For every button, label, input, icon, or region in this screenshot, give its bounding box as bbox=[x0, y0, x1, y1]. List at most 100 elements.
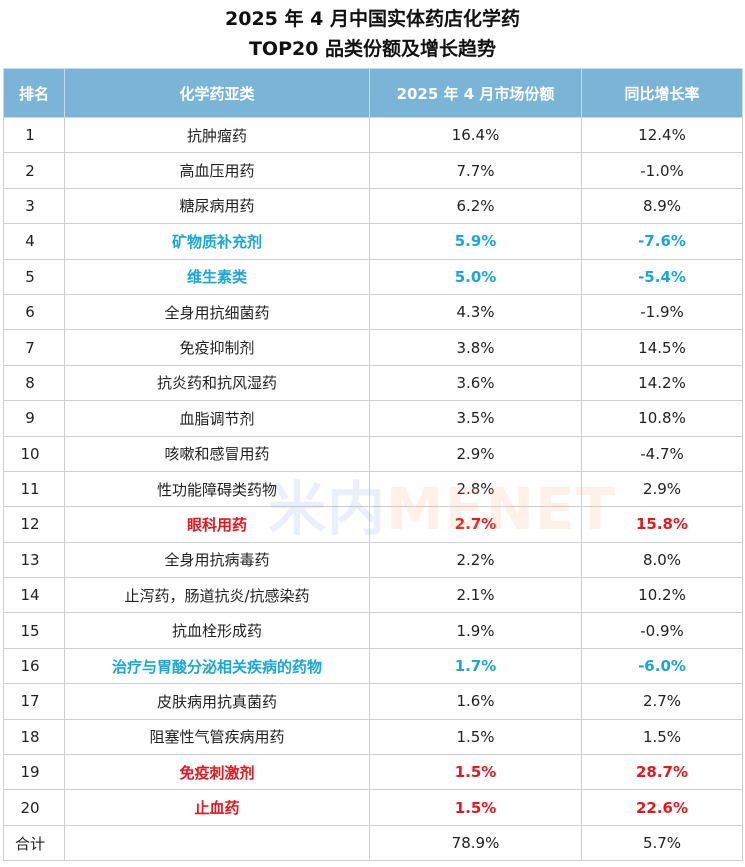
rank-cell: 19 bbox=[3, 754, 65, 791]
share-cell: 1.5% bbox=[369, 718, 582, 756]
table-body: 1 抗肿瘤药 16.4% 12.4% 2 高血压用药 7.7% -1.0% 3 糖尿病用药 6.2%… bbox=[3, 116, 743, 862]
growth-cell: -6.0% bbox=[581, 647, 743, 685]
rank-cell: 18 bbox=[3, 718, 65, 756]
growth-cell: 2.9% bbox=[581, 470, 743, 508]
ranking-table: 排名 化学药亚类 2025 年 4 月市场份额 同比增长率 1 抗肿瘤药 16.4%… bbox=[3, 68, 743, 862]
growth-cell: 12.4% bbox=[581, 116, 743, 154]
growth-cell: 14.2% bbox=[581, 364, 743, 402]
rank-cell: 1 bbox=[3, 116, 65, 154]
share-cell: 2.8% bbox=[369, 470, 582, 508]
category-cell: 止泻药，肠道抗炎/抗感染药 bbox=[64, 577, 370, 614]
rank-cell: 2 bbox=[3, 152, 65, 189]
growth-cell: 14.5% bbox=[581, 329, 743, 366]
category-cell: 维生素类 bbox=[64, 258, 370, 295]
category-cell: 矿物质补充剂 bbox=[64, 223, 370, 260]
growth-cell: 10.2% bbox=[581, 577, 743, 614]
share-cell: 1.5% bbox=[369, 789, 582, 826]
share-cell: 5.0% bbox=[369, 258, 582, 295]
share-cell: 4.3% bbox=[369, 293, 582, 331]
category-cell: 咳嗽和感冒用药 bbox=[64, 435, 370, 472]
table-row: 10 咳嗽和感冒用药 2.9% -4.7% bbox=[3, 435, 743, 472]
share-cell: 6.2% bbox=[369, 187, 582, 225]
table-row: 11 性功能障碍类药物 2.8% 2.9% bbox=[3, 470, 743, 508]
growth-cell: 1.5% bbox=[581, 718, 743, 756]
total-share-cell: 78.9% bbox=[369, 824, 582, 862]
table-row: 14 止泻药，肠道抗炎/抗感染药 2.1% 10.2% bbox=[3, 577, 743, 614]
share-cell: 16.4% bbox=[369, 116, 582, 154]
category-cell: 皮肤病用抗真菌药 bbox=[64, 683, 370, 720]
table-row: 7 免疫抑制剂 3.8% 14.5% bbox=[3, 329, 743, 366]
share-cell: 1.5% bbox=[369, 754, 582, 791]
table-row: 9 血脂调节剂 3.5% 10.8% bbox=[3, 400, 743, 437]
category-cell: 抗炎药和抗风湿药 bbox=[64, 364, 370, 402]
table-row: 12 眼科用药 2.7% 15.8% bbox=[3, 506, 743, 543]
rank-cell: 16 bbox=[3, 647, 65, 685]
table-header-row: 排名 化学药亚类 2025 年 4 月市场份额 同比增长率 bbox=[3, 68, 743, 118]
page-title: 2025 年 4 月中国实体药店化学药 bbox=[225, 8, 520, 30]
category-cell: 阻塞性气管疾病用药 bbox=[64, 718, 370, 756]
growth-cell: 10.8% bbox=[581, 400, 743, 437]
category-cell: 糖尿病用药 bbox=[64, 187, 370, 225]
rank-cell: 5 bbox=[3, 258, 65, 295]
total-row: 合计 78.9% 5.7% bbox=[3, 824, 743, 862]
header-category: 化学药亚类 bbox=[64, 68, 370, 118]
growth-cell: -4.7% bbox=[581, 435, 743, 472]
header-share: 2025 年 4 月市场份额 bbox=[369, 68, 582, 118]
table-row: 1 抗肿瘤药 16.4% 12.4% bbox=[3, 116, 743, 154]
page-subtitle: TOP20 品类份额及增长趋势 bbox=[248, 38, 497, 60]
growth-cell: -1.0% bbox=[581, 152, 743, 189]
growth-cell: 8.0% bbox=[581, 541, 743, 579]
share-cell: 2.9% bbox=[369, 435, 582, 472]
rank-cell: 11 bbox=[3, 470, 65, 508]
share-cell: 2.2% bbox=[369, 541, 582, 579]
category-cell: 性功能障碍类药物 bbox=[64, 470, 370, 508]
category-cell: 抗血栓形成药 bbox=[64, 612, 370, 649]
table-row: 18 阻塞性气管疾病用药 1.5% 1.5% bbox=[3, 718, 743, 756]
share-cell: 3.8% bbox=[369, 329, 582, 366]
table-row: 19 免疫刺激剂 1.5% 28.7% bbox=[3, 754, 743, 791]
table-row: 2 高血压用药 7.7% -1.0% bbox=[3, 152, 743, 189]
share-cell: 3.5% bbox=[369, 400, 582, 437]
table-row: 8 抗炎药和抗风湿药 3.6% 14.2% bbox=[3, 364, 743, 402]
rank-cell: 20 bbox=[3, 789, 65, 826]
share-cell: 2.1% bbox=[369, 577, 582, 614]
rank-cell: 13 bbox=[3, 541, 65, 579]
category-cell: 眼科用药 bbox=[64, 506, 370, 543]
title-block: 2025 年 4 月中国实体药店化学药 TOP20 品类份额及增长趋势 bbox=[0, 0, 745, 66]
share-cell: 2.7% bbox=[369, 506, 582, 543]
growth-cell: -5.4% bbox=[581, 258, 743, 295]
rank-cell: 9 bbox=[3, 400, 65, 437]
table-row: 3 糖尿病用药 6.2% 8.9% bbox=[3, 187, 743, 225]
growth-cell: 8.9% bbox=[581, 187, 743, 225]
growth-cell: -0.9% bbox=[581, 612, 743, 649]
category-cell: 抗肿瘤药 bbox=[64, 116, 370, 154]
category-cell: 免疫抑制剂 bbox=[64, 329, 370, 366]
growth-cell: 15.8% bbox=[581, 506, 743, 543]
total-label-cell: 合计 bbox=[3, 824, 65, 862]
growth-cell: 22.6% bbox=[581, 789, 743, 826]
share-cell: 1.7% bbox=[369, 647, 582, 685]
share-cell: 1.6% bbox=[369, 683, 582, 720]
header-rank: 排名 bbox=[3, 68, 65, 118]
growth-cell: -7.6% bbox=[581, 223, 743, 260]
growth-cell: 28.7% bbox=[581, 754, 743, 791]
rank-cell: 7 bbox=[3, 329, 65, 366]
table-row: 16 治疗与胃酸分泌相关疾病的药物 1.7% -6.0% bbox=[3, 647, 743, 685]
table-row: 5 维生素类 5.0% -5.4% bbox=[3, 258, 743, 295]
rank-cell: 17 bbox=[3, 683, 65, 720]
category-cell: 止血药 bbox=[64, 789, 370, 826]
share-cell: 3.6% bbox=[369, 364, 582, 402]
growth-cell: -1.9% bbox=[581, 293, 743, 331]
category-cell: 全身用抗细菌药 bbox=[64, 293, 370, 331]
rank-cell: 8 bbox=[3, 364, 65, 402]
rank-cell: 4 bbox=[3, 223, 65, 260]
category-cell: 治疗与胃酸分泌相关疾病的药物 bbox=[64, 647, 370, 685]
share-cell: 5.9% bbox=[369, 223, 582, 260]
header-growth: 同比增长率 bbox=[581, 68, 743, 118]
table-row: 15 抗血栓形成药 1.9% -0.9% bbox=[3, 612, 743, 649]
rank-cell: 15 bbox=[3, 612, 65, 649]
table-row: 20 止血药 1.5% 22.6% bbox=[3, 789, 743, 826]
table-row: 4 矿物质补充剂 5.9% -7.6% bbox=[3, 223, 743, 260]
rank-cell: 3 bbox=[3, 187, 65, 225]
share-cell: 7.7% bbox=[369, 152, 582, 189]
